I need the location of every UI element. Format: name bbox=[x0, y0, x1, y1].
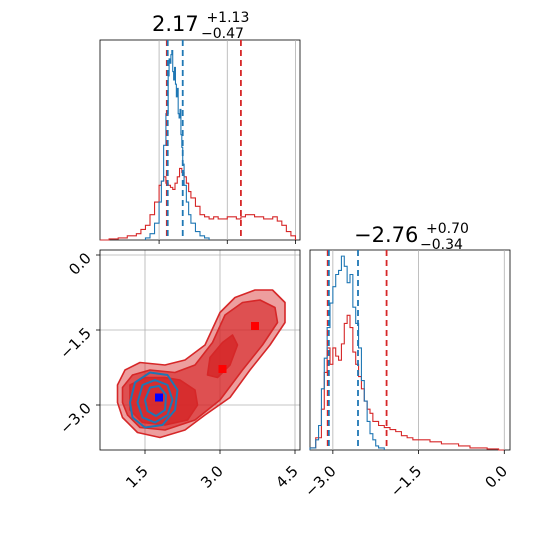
marginal-x-title: 2.17 +1.13 −0.47 bbox=[152, 3, 256, 42]
marginal-y-tick-label: −1.5 bbox=[387, 462, 425, 500]
marginal-y-title-upper: +0.70 bbox=[426, 221, 469, 237]
joint-red-contour-2 bbox=[129, 376, 199, 426]
marginal-y-series bbox=[309, 255, 505, 451]
marginal-y-ticks: −3.0 −1.5 0.0 bbox=[301, 450, 511, 501]
marginal-x-hist-1 bbox=[144, 49, 210, 240]
marginal-y-hist-0 bbox=[309, 314, 505, 451]
marginal-y-tick-label: −3.0 bbox=[301, 462, 339, 500]
marginal-y-title-lower: −0.34 bbox=[420, 237, 463, 253]
joint-red-marker-secondary bbox=[218, 365, 227, 373]
marginal-y-quantiles bbox=[326, 250, 388, 450]
marginal-x-title-lower: −0.47 bbox=[201, 26, 244, 42]
joint-blue-contour-2 bbox=[144, 385, 167, 417]
joint-y-tick-label: −3.0 bbox=[56, 399, 94, 437]
joint-red-marker bbox=[251, 322, 259, 330]
marginal-x-quantiles bbox=[165, 40, 242, 240]
marginal-y-hist-1 bbox=[309, 255, 385, 450]
marginal-x-hist-0 bbox=[100, 167, 297, 241]
joint-y-tick-label: 0.0 bbox=[65, 249, 95, 279]
joint-blue-contour-0 bbox=[129, 371, 179, 429]
joint-frame bbox=[99, 249, 301, 451]
marginal-x-series bbox=[100, 49, 297, 241]
marginal-y-tick-label: 0.0 bbox=[482, 462, 512, 492]
joint-x-tick-label: 3.0 bbox=[197, 462, 227, 492]
joint-x-tick-label: 1.5 bbox=[122, 462, 152, 492]
joint-blue-marker bbox=[155, 393, 163, 402]
marginal-y-frame bbox=[309, 249, 511, 451]
joint-x-tick-label: 4.5 bbox=[272, 462, 302, 492]
marginal-x-frame bbox=[99, 39, 301, 241]
marginal-x-ticks bbox=[158, 240, 296, 244]
marginal-y-title-value: −2.76 bbox=[354, 223, 418, 247]
joint-y-tick-label: −1.5 bbox=[56, 324, 94, 362]
joint-red-contour-3 bbox=[206, 334, 239, 379]
marginal-y-title: −2.76 +0.70 −0.34 bbox=[354, 214, 476, 253]
joint-panel: 1.5 3.0 4.5 0.0 −1.5 −3.0 bbox=[56, 249, 301, 492]
marginal-y-panel: −3.0 −1.5 0.0 −2.76 +0.70 −0.34 bbox=[301, 214, 511, 501]
joint-blue-contour-1 bbox=[136, 379, 174, 424]
marginal-x-panel: 2.17 +1.13 −0.47 bbox=[99, 3, 301, 244]
marginal-x-title-upper: +1.13 bbox=[206, 10, 249, 26]
marginal-x-grid bbox=[158, 40, 296, 240]
marginal-x-title-value: 2.17 bbox=[152, 12, 199, 36]
joint-contours bbox=[116, 289, 286, 439]
